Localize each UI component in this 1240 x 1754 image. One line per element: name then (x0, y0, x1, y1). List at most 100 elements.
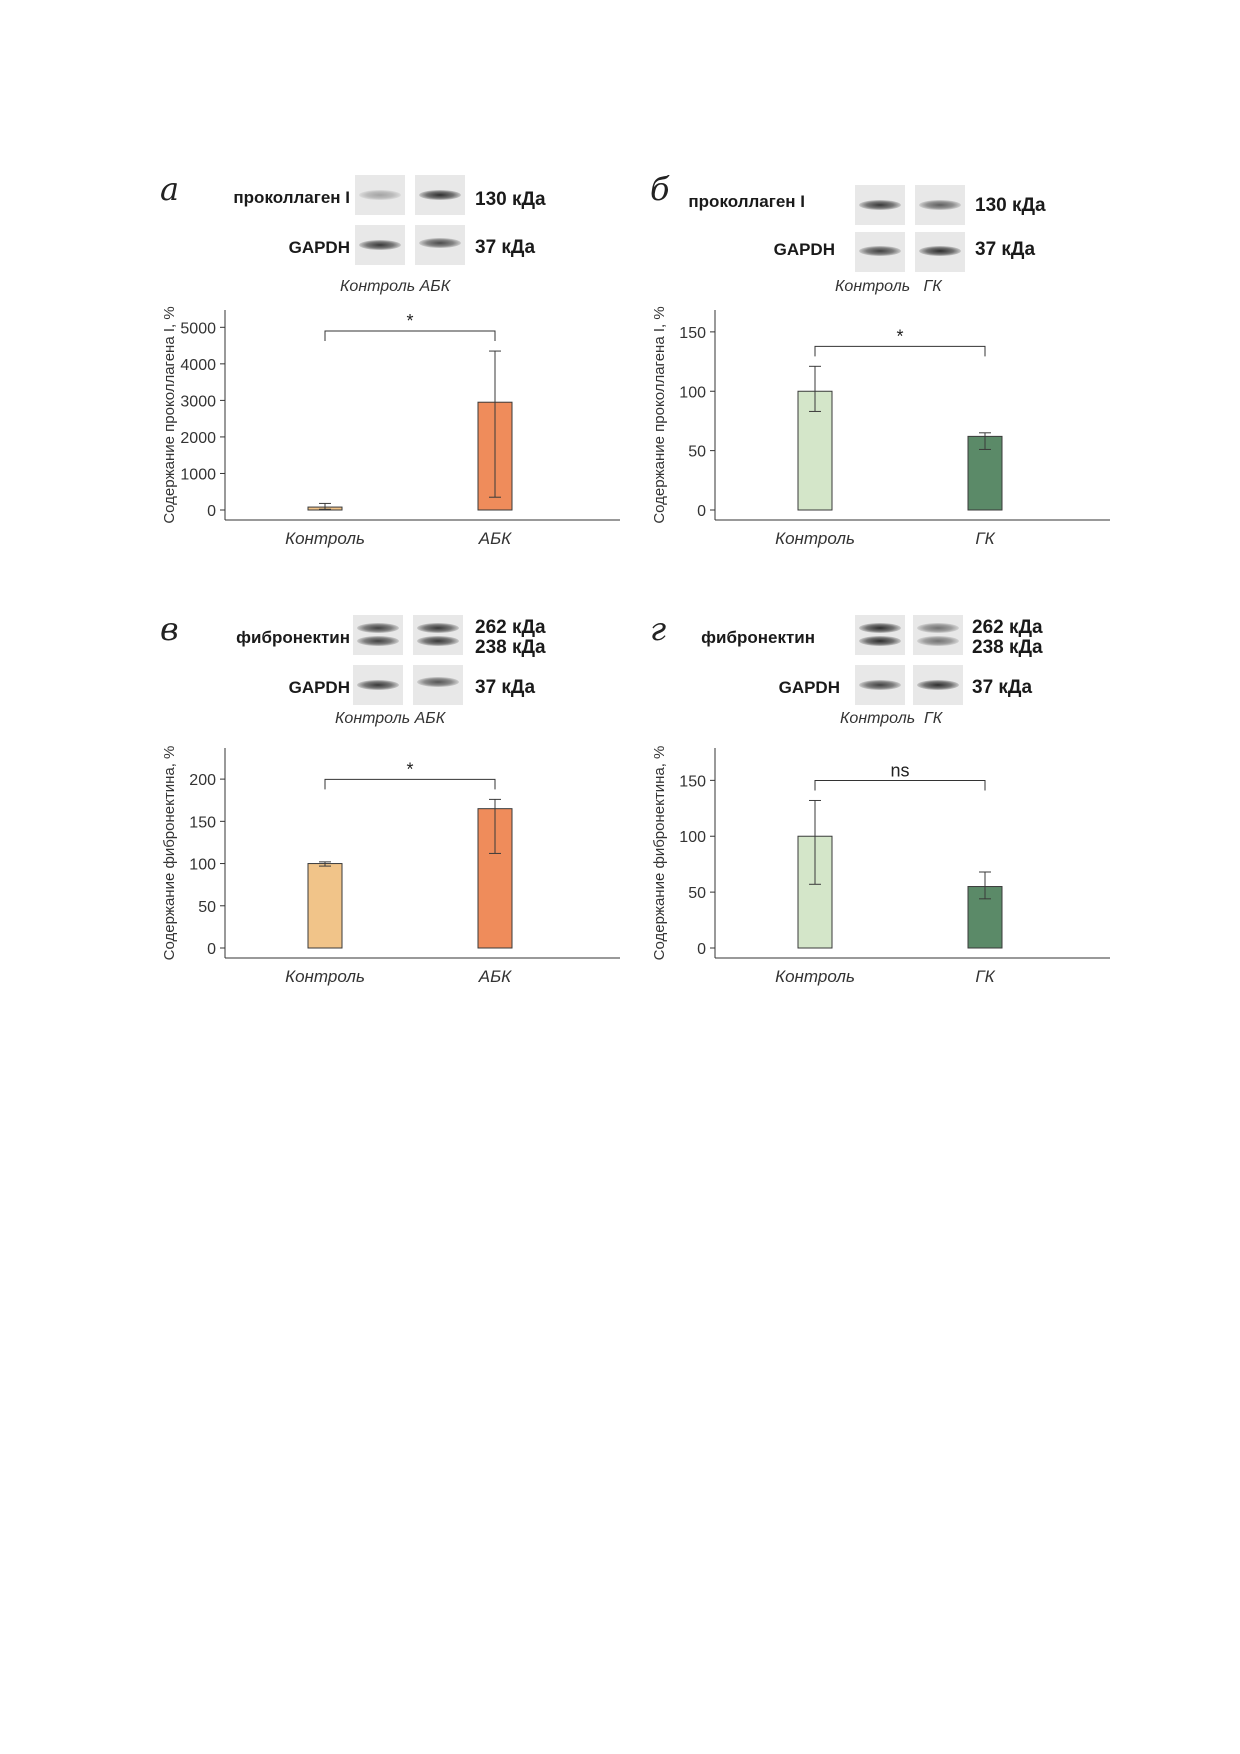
significance-bracket (814, 345, 986, 357)
significance-bracket (324, 330, 496, 342)
blot-band (859, 623, 901, 633)
y-tick-label: 3000 (180, 393, 216, 410)
category-label: ГК (975, 967, 995, 986)
blot-lane (913, 615, 963, 655)
y-tick-label: 50 (688, 444, 706, 461)
lane-labels: Контроль АБК (340, 278, 451, 295)
blot-band (917, 623, 959, 633)
kda-label: 130 кДа (475, 189, 546, 210)
blot-row-label: GAPDH (773, 240, 835, 259)
blot-band (419, 190, 461, 200)
category-label: АБК (478, 529, 512, 548)
kda-label: 262 кДа (475, 617, 546, 638)
blot-row-label: фибронектин (701, 628, 815, 647)
blot-band (919, 246, 961, 256)
blot-lane (355, 175, 405, 215)
lane-labels: Контроль АБК (335, 710, 446, 727)
y-axis-title: Содержание фибронектина, % (651, 746, 668, 961)
bar-chart: 0 50 100 150 Содержание проколлагена I, % Кон… (651, 306, 1110, 548)
blot-row-label: GAPDH (288, 678, 350, 697)
kda-label: 238 кДа (475, 637, 546, 658)
panel-letter: в (160, 610, 179, 648)
y-tick-label: 150 (679, 773, 706, 790)
bar-chart: 0 50 100 150 Содержание фибронектина, % Контр… (651, 746, 1110, 986)
y-tick-label: 0 (207, 941, 216, 958)
panel-letter: а (160, 170, 180, 208)
panel-b: б проколлаген I 130 кДа GAPDH 37 кДа Кон… (650, 170, 1210, 610)
y-tick-label: 100 (679, 829, 706, 846)
blot-lane (413, 665, 463, 705)
category-label: АБК (478, 967, 512, 986)
blot-band (357, 623, 399, 633)
blot-band (357, 680, 399, 690)
blot-band (859, 636, 901, 646)
category-label: Контроль (775, 967, 855, 986)
y-tick-label: 4000 (180, 357, 216, 374)
category-label: Контроль (285, 967, 365, 986)
blot-band (859, 200, 901, 210)
blot-band (919, 200, 961, 210)
y-axis-title: Содержание проколлагена I, % (651, 306, 668, 523)
blot-band (417, 623, 459, 633)
panel-c: в фибронектин 262 кДа 238 кДа GAPDH 37 к… (160, 610, 720, 1050)
y-tick-label: 1000 (180, 466, 216, 483)
blot-lane (913, 665, 963, 705)
blot-row-label: GAPDH (778, 678, 840, 697)
y-tick-label: 0 (697, 941, 706, 958)
y-tick-label: 0 (697, 503, 706, 520)
blot-band (859, 246, 901, 256)
kda-label: 37 кДа (975, 239, 1036, 260)
y-tick-label: 0 (207, 503, 216, 520)
significance-label: * (896, 326, 903, 346)
significance-bracket (324, 778, 496, 790)
blot-lane (415, 225, 465, 265)
y-axis-title: Содержание фибронектина, % (161, 746, 178, 961)
y-tick-label: 5000 (180, 320, 216, 337)
y-tick-label: 150 (679, 325, 706, 342)
significance-label: ns (890, 760, 909, 780)
blot-row-label: проколлаген I (688, 192, 805, 211)
blot-lane (415, 175, 465, 215)
y-axis-title: Содержание проколлагена I, % (161, 306, 178, 523)
blot-band (917, 636, 959, 646)
blot-row-label: фибронектин (236, 628, 350, 647)
blot-row-label: проколлаген I (233, 188, 350, 207)
significance-label: * (406, 759, 413, 779)
blot-lane (855, 665, 905, 705)
blot-lane (413, 615, 463, 655)
significance-bracket (814, 779, 986, 791)
kda-label: 238 кДа (972, 637, 1043, 658)
blot-row-label: GAPDH (288, 238, 350, 257)
blot-lane (855, 232, 905, 272)
blot-band (359, 190, 401, 200)
bar-chart: 0 50 100 150 200 Содержание фибронектина, % Ко… (161, 746, 620, 986)
kda-label: 37 кДа (475, 237, 536, 258)
bar (307, 863, 343, 949)
blot-band (859, 680, 901, 690)
panel-letter: г (650, 610, 667, 648)
lane-labels: Контроль ГК (835, 278, 942, 295)
y-tick-label: 50 (688, 885, 706, 902)
blot-band (417, 636, 459, 646)
blot-lane (915, 232, 965, 272)
blot-band (419, 238, 461, 248)
category-label: Контроль (775, 529, 855, 548)
panel-d: г фибронектин 262 кДа 238 кДа GAPDH 37 к… (650, 610, 1210, 1050)
y-tick-label: 2000 (180, 430, 216, 447)
blot-lane (915, 185, 965, 225)
blot-lane (353, 665, 403, 705)
y-tick-label: 50 (198, 899, 216, 916)
panel-a: а проколлаген I 130 кДа GAPDH 37 кДа Кон… (160, 170, 720, 610)
y-tick-label: 200 (189, 772, 216, 789)
y-tick-label: 100 (189, 857, 216, 874)
category-label: Контроль (285, 529, 365, 548)
significance-label: * (406, 311, 413, 331)
blot-lane (353, 615, 403, 655)
blot-band (417, 677, 459, 687)
blot-lane (355, 225, 405, 265)
kda-label: 37 кДа (972, 677, 1033, 698)
kda-label: 130 кДа (975, 195, 1046, 216)
blot-band (359, 240, 401, 250)
y-tick-label: 100 (679, 384, 706, 401)
